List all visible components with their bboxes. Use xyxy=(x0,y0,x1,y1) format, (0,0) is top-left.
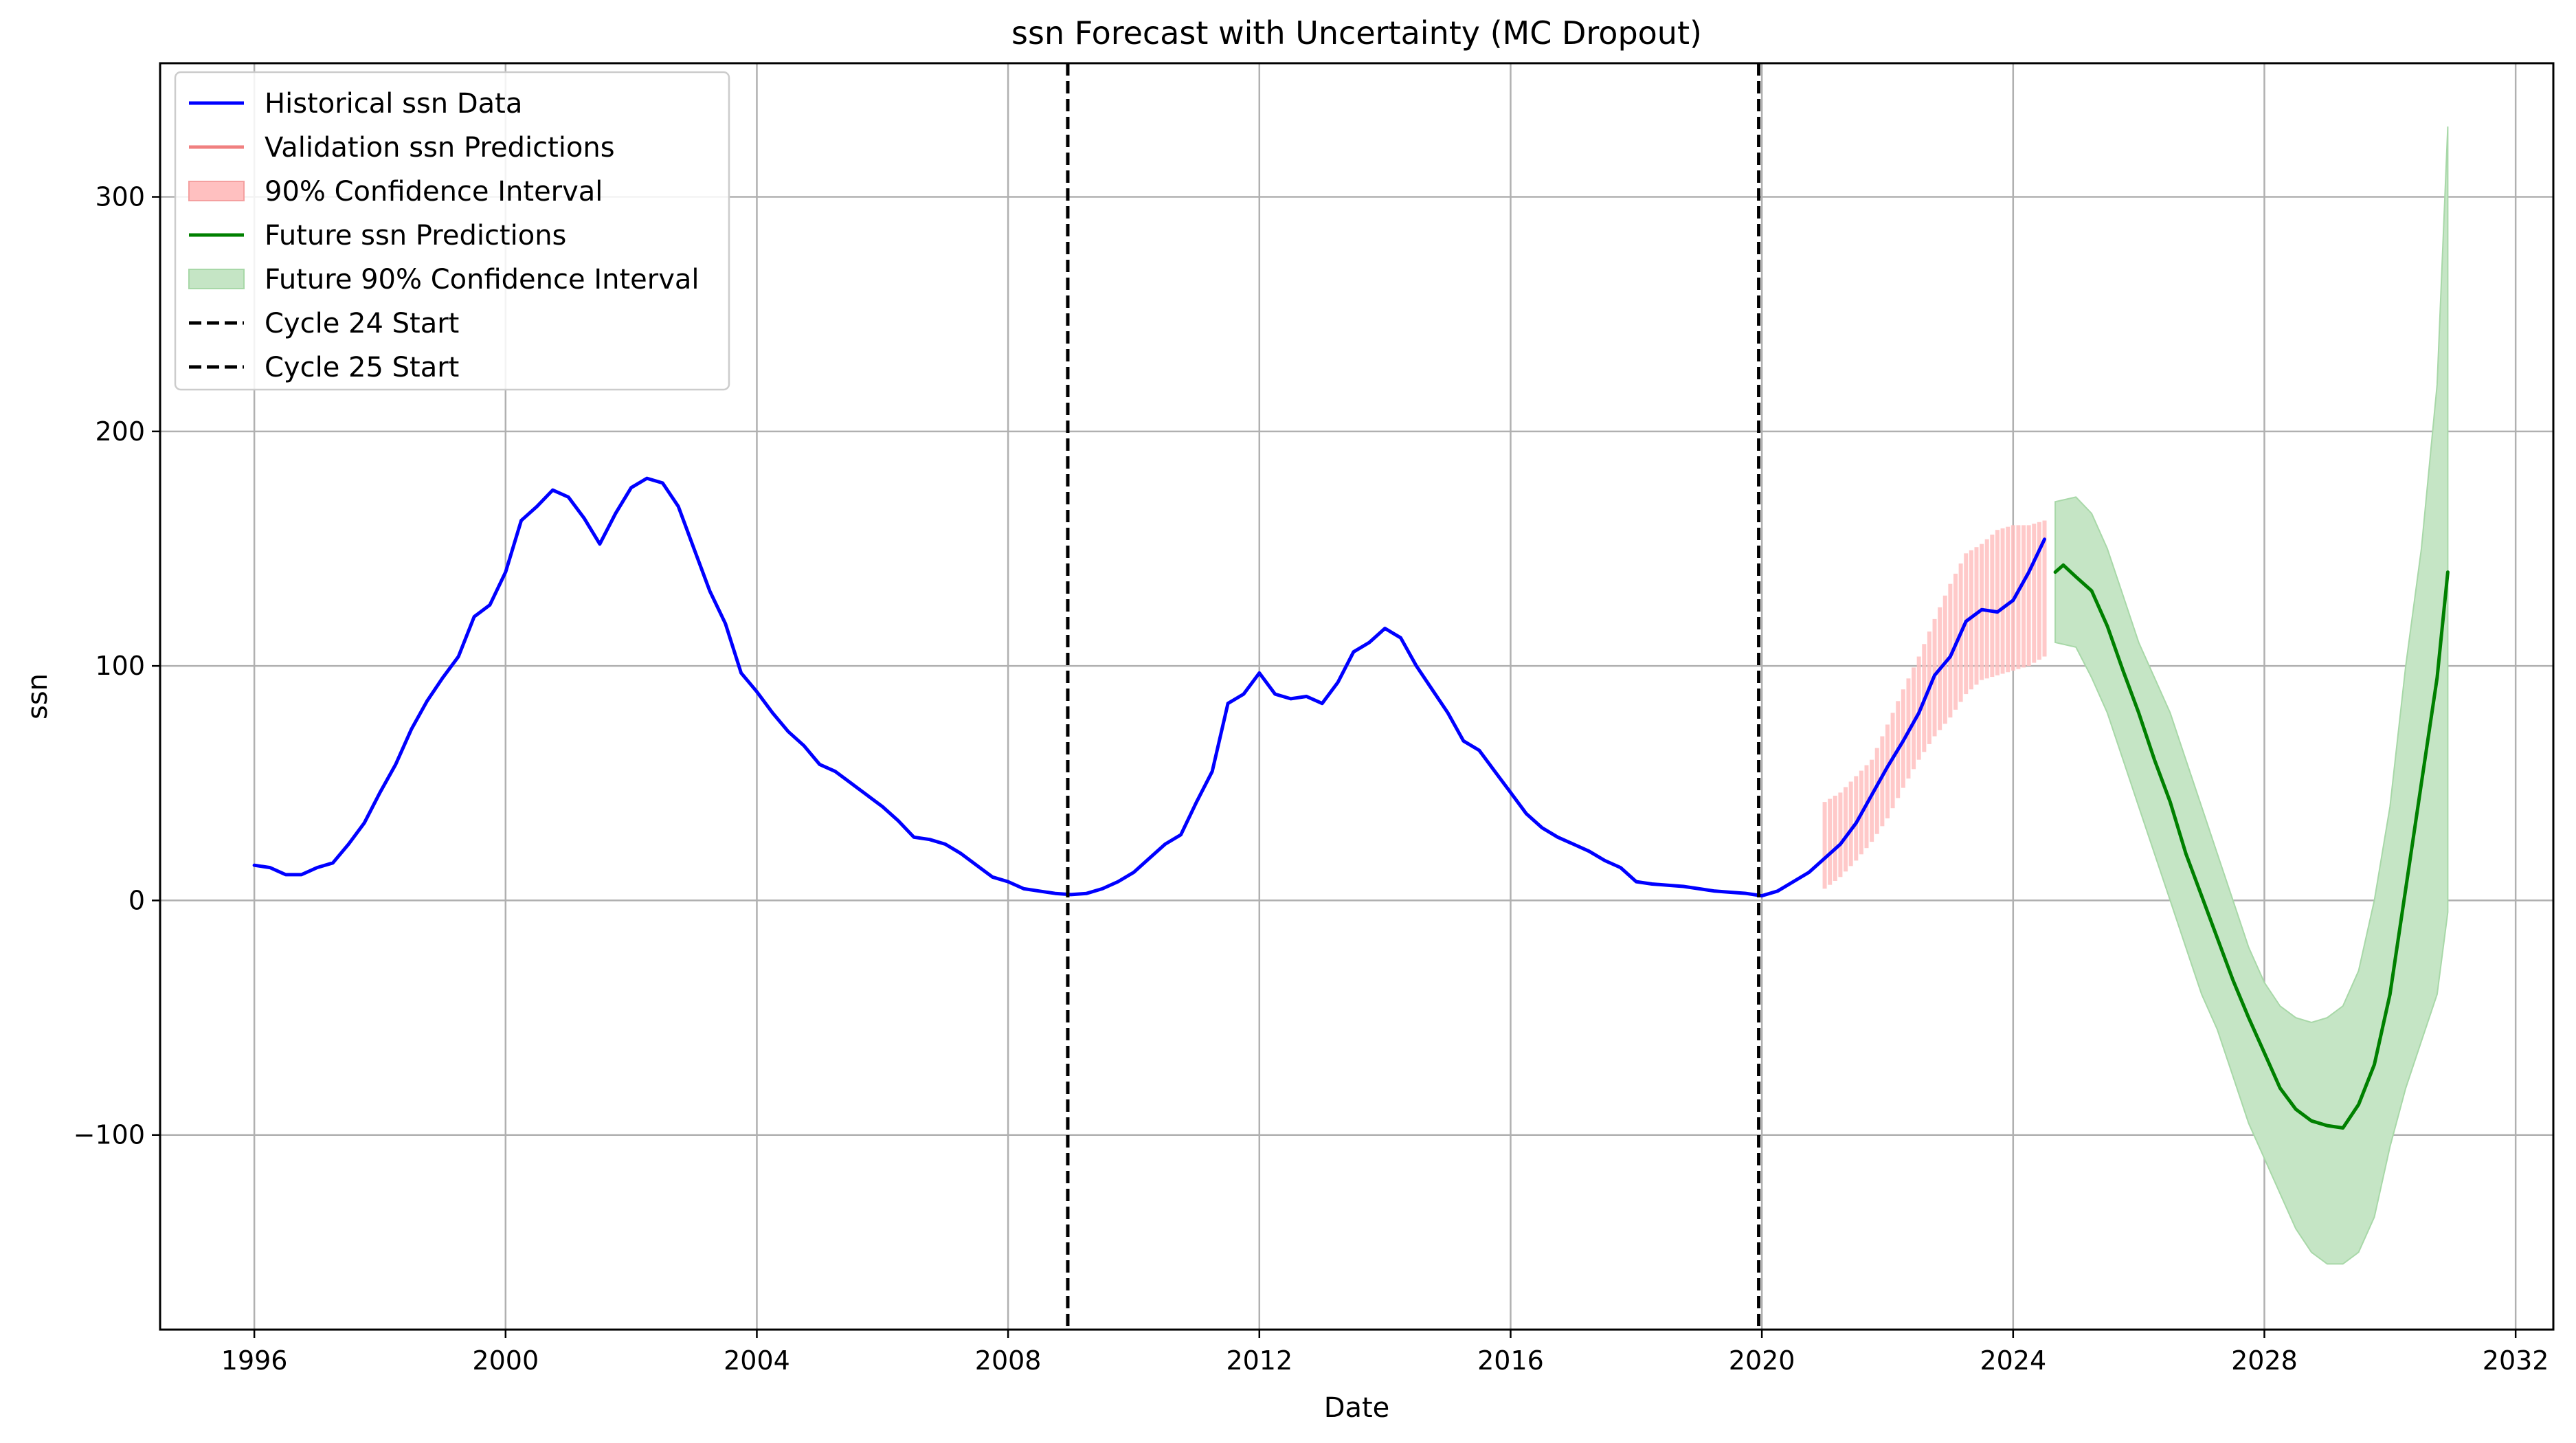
validation-interval-bar xyxy=(1995,530,2000,675)
validation-interval-bar xyxy=(1980,544,1984,680)
legend-label-future-ssn-predictions: Future ssn Predictions xyxy=(265,220,566,251)
validation-interval-bar xyxy=(1990,535,1995,678)
validation-interval-bar xyxy=(1942,595,1947,724)
validation-interval-bar xyxy=(2016,525,2021,669)
y-tick-label: 200 xyxy=(95,416,145,447)
grid xyxy=(160,63,2553,1330)
validation-interval-bar xyxy=(1838,792,1843,877)
legend-label-historical-ssn-data: Historical ssn Data xyxy=(265,88,522,120)
series xyxy=(252,476,2450,1130)
legend-label-90-confidence-interval: 90% Confidence Interval xyxy=(265,176,603,208)
x-tick-label: 2024 xyxy=(1980,1345,2046,1376)
y-tick-label: −100 xyxy=(74,1120,145,1150)
validation-interval-bar xyxy=(2032,524,2037,663)
x-tick-label: 2016 xyxy=(1477,1345,1544,1376)
validation-interval-bar xyxy=(1880,736,1885,827)
x-tick-label: 2004 xyxy=(724,1345,790,1376)
validation-interval-bar xyxy=(2006,526,2011,673)
x-tick-label: 2028 xyxy=(2231,1345,2298,1376)
validation-interval-bar xyxy=(2037,522,2041,660)
chart-title: ssn Forecast with Uncertainty (MC Dropou… xyxy=(1011,14,1702,52)
y-tick-label: 100 xyxy=(95,651,145,681)
x-tick-label: 1996 xyxy=(221,1345,288,1376)
legend: Historical ssn Data Validation ssn Predic… xyxy=(174,71,730,391)
legend-label-future-90-confidence-interval: Future 90% Confidence Interval xyxy=(265,264,699,295)
validation-interval-bar xyxy=(1848,781,1853,866)
validation-interval-bar xyxy=(1912,667,1916,770)
validation-interval-bar xyxy=(1870,759,1874,842)
x-tick-label: 2032 xyxy=(2483,1345,2549,1376)
y-tick-label: 0 xyxy=(128,885,145,915)
future-ssn-predictions-line xyxy=(2053,563,2450,1130)
x-tick-label: 2000 xyxy=(472,1345,539,1376)
validation-interval-bar xyxy=(1969,550,1973,690)
validation-interval-bar xyxy=(1854,776,1859,861)
legend-label-validation-ssn-predictions: Validation ssn Predictions xyxy=(265,132,615,164)
axis-ticks: 1996 2000 2004 2008 2012 2016 2020 2024 2028 2032… xyxy=(74,182,2549,1376)
legend-box xyxy=(174,71,730,391)
cycle-lines xyxy=(1066,63,1761,1330)
legend-label-cycle-25-start: Cycle 25 Start xyxy=(265,352,459,383)
x-tick-label: 2012 xyxy=(1226,1345,1292,1376)
validation-interval-bar xyxy=(1828,798,1833,885)
x-tick-label: 2020 xyxy=(1729,1345,1795,1376)
validation-interval-bar xyxy=(1833,795,1837,881)
validation-interval-bar xyxy=(2026,525,2031,667)
validation-interval-bar xyxy=(2000,528,2005,674)
legend-key-future-90-confidence-interval xyxy=(188,269,245,289)
validation-interval-bar xyxy=(2021,525,2026,668)
x-axis-title: Date xyxy=(1324,1392,1390,1424)
validation-interval-bar xyxy=(1822,802,1827,889)
validation-interval-bar xyxy=(1885,724,1890,818)
validation-interval-bar xyxy=(1916,656,1921,760)
legend-label-cycle-24-start: Cycle 24 Start xyxy=(265,308,459,339)
x-tick-label: 2008 xyxy=(975,1345,1042,1376)
legend-key-90-confidence-interval xyxy=(188,181,245,201)
y-axis-title: ssn xyxy=(22,673,54,719)
y-tick-label: 300 xyxy=(95,182,145,212)
validation-interval-bar xyxy=(1844,787,1848,872)
validation-interval-bar xyxy=(2042,520,2047,657)
plot-frame xyxy=(159,62,2555,1331)
validation-interval-bar xyxy=(1974,547,1979,685)
historical-ssn-data-line xyxy=(252,476,2046,898)
validation-interval-bar xyxy=(1874,748,1879,834)
validation-interval-bar xyxy=(1948,583,1953,718)
